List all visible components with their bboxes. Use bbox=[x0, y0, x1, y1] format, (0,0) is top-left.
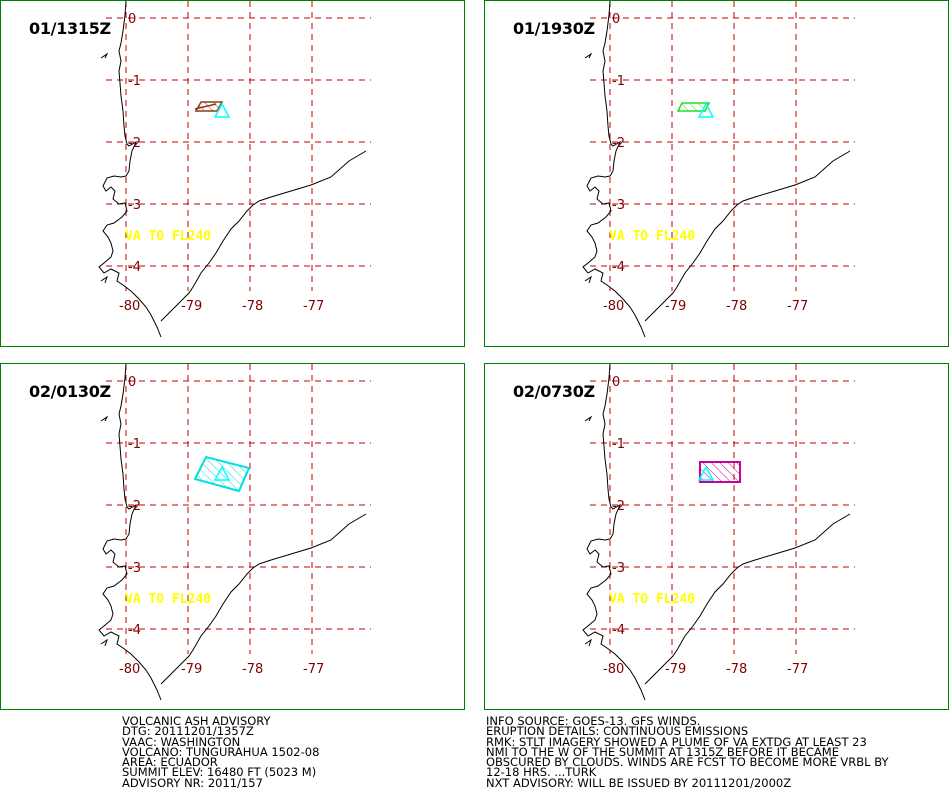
lon-label: -77 bbox=[303, 299, 324, 314]
map-canvas: 0 -1 -2 -3 -4 -80 -79 -78 -77 VA TO FL240 bbox=[582, 1, 855, 338]
advisory-line: VAAC: WASHINGTON bbox=[122, 734, 241, 749]
lon-label: -78 bbox=[726, 299, 747, 314]
lat-label: -4 bbox=[612, 260, 625, 275]
lon-label: -78 bbox=[242, 299, 263, 314]
advisory-line: SUMMIT ELEV: 16480 FT (5023 M) bbox=[122, 765, 317, 780]
advisory-line: ADVISORY NR: 2011/157 bbox=[122, 775, 263, 790]
lat-label: -1 bbox=[128, 437, 141, 452]
map-panel-3: 0 -1 -2 -3 -4 -80 -79 -78 -77 VA TO FL240 02/0130… bbox=[0, 363, 465, 710]
country-border bbox=[644, 150, 851, 322]
volcano-icon bbox=[213, 102, 231, 118]
country-border bbox=[644, 513, 851, 685]
lon-label: -80 bbox=[603, 299, 624, 314]
ash-plume bbox=[676, 102, 711, 112]
map-panel-4: 0 -1 -2 -3 -4 -80 -79 -78 -77 VA TO FL240 02/0730… bbox=[484, 363, 949, 710]
lon-label: -79 bbox=[665, 299, 686, 314]
coastline-mark bbox=[584, 52, 593, 59]
lat-label: 0 bbox=[128, 12, 136, 27]
ash-plume-streak bbox=[194, 103, 217, 110]
panel-time-label: 01/1930Z bbox=[513, 19, 595, 38]
coastline bbox=[98, 1, 162, 338]
va-label: VA TO FL240 bbox=[609, 229, 695, 244]
advisory-line: OBSCURED BY CLOUDS. WINDS ARE FCST TO BE… bbox=[486, 755, 889, 770]
coastline-mark bbox=[100, 275, 108, 284]
advisory-line: VOLCANIC ASH ADVISORY bbox=[122, 714, 271, 728]
advisory-line: DTG: 20111201/1357Z bbox=[122, 724, 254, 739]
lon-label: -79 bbox=[181, 299, 202, 314]
lat-label: -1 bbox=[612, 74, 625, 89]
advisory-line: AREA: ECUADOR bbox=[122, 755, 218, 770]
advisory-line: NMI TO THE W OF THE SUMMIT AT 1315Z BEFO… bbox=[486, 744, 839, 759]
coastline-mark bbox=[584, 275, 592, 284]
coastline-mark bbox=[584, 638, 592, 647]
lon-label: -77 bbox=[787, 662, 808, 677]
country-border bbox=[160, 150, 367, 322]
va-label: VA TO FL240 bbox=[609, 592, 695, 607]
lat-label: -1 bbox=[612, 437, 625, 452]
advisory-line: RMK: STLT IMAGERY SHOWED A PLUME OF VA E… bbox=[486, 734, 867, 749]
advisory-right: INFO SOURCE: GOES-13. GFS WINDS. ERUPTIO… bbox=[486, 714, 889, 790]
map-panel-2: 0 -1 -2 -3 -4 -80 -79 -78 -77 VA TO FL240 01/1930… bbox=[484, 0, 949, 347]
lat-label: 0 bbox=[128, 375, 136, 390]
panel-time-label: 02/0730Z bbox=[513, 382, 595, 401]
advisory-line: NXT ADVISORY: WILL BE ISSUED BY 20111201… bbox=[486, 775, 792, 790]
country-border bbox=[160, 513, 367, 685]
lat-label: -1 bbox=[128, 74, 141, 89]
panel-time-label: 01/1315Z bbox=[29, 19, 111, 38]
lat-label: -2 bbox=[612, 499, 625, 514]
advisory-line: ERUPTION DETAILS: CONTINUOUS EMISSIONS bbox=[486, 724, 749, 739]
lat-label: -4 bbox=[612, 623, 625, 638]
coastline-mark bbox=[100, 52, 109, 59]
volcano-icon bbox=[697, 465, 715, 481]
ash-plume bbox=[699, 461, 741, 483]
map-canvas: 0 -1 -2 -3 -4 -80 -79 -78 -77 VA TO FL240 bbox=[98, 1, 371, 338]
coastline-mark bbox=[100, 638, 108, 647]
lon-label: -80 bbox=[119, 662, 140, 677]
ash-plume bbox=[194, 101, 224, 112]
lat-label: -2 bbox=[128, 136, 141, 151]
lon-label: -79 bbox=[181, 662, 202, 677]
advisory-line: INFO SOURCE: GOES-13. GFS WINDS. bbox=[486, 714, 701, 728]
lon-label: -77 bbox=[787, 299, 808, 314]
advisory-line: VOLCANO: TUNGURAHUA 1502-08 bbox=[122, 744, 320, 759]
lon-label: -79 bbox=[665, 662, 686, 677]
lat-label: -3 bbox=[612, 198, 625, 213]
map-canvas: 0 -1 -2 -3 -4 -80 -79 -78 -77 VA TO FL240 bbox=[98, 364, 371, 701]
advisory-left: VOLCANIC ASH ADVISORY DTG: 20111201/1357… bbox=[122, 714, 320, 790]
lat-label: 0 bbox=[612, 375, 620, 390]
volcano-icon bbox=[697, 102, 715, 118]
map-panel-1: 0 -1 -2 -3 -4 -80 -79 -78 -77 VA TO FL240 01/1315… bbox=[0, 0, 465, 347]
va-label: VA TO FL240 bbox=[125, 592, 211, 607]
coastline bbox=[98, 364, 162, 701]
va-label: VA TO FL240 bbox=[125, 229, 211, 244]
lon-label: -80 bbox=[119, 299, 140, 314]
lat-label: -4 bbox=[128, 623, 141, 638]
map-canvas: 0 -1 -2 -3 -4 -80 -79 -78 -77 VA TO FL240 bbox=[582, 364, 855, 701]
lon-label: -77 bbox=[303, 662, 324, 677]
lon-label: -78 bbox=[726, 662, 747, 677]
lat-label: -4 bbox=[128, 260, 141, 275]
lon-label: -78 bbox=[242, 662, 263, 677]
volcano-icon bbox=[213, 465, 231, 481]
lat-label: -3 bbox=[612, 561, 625, 576]
ash-plume bbox=[193, 455, 251, 493]
coastline bbox=[582, 364, 646, 701]
lat-label: -3 bbox=[128, 561, 141, 576]
lat-label: -2 bbox=[128, 499, 141, 514]
lat-label: -2 bbox=[612, 136, 625, 151]
lat-label: -3 bbox=[128, 198, 141, 213]
coastline bbox=[582, 1, 646, 338]
lon-label: -80 bbox=[603, 662, 624, 677]
coastline-mark bbox=[584, 415, 593, 422]
advisory-line: 12-18 HRS. ...TURK bbox=[486, 765, 597, 780]
coastline-mark bbox=[100, 415, 109, 422]
panel-time-label: 02/0130Z bbox=[29, 382, 111, 401]
lat-label: 0 bbox=[612, 12, 620, 27]
